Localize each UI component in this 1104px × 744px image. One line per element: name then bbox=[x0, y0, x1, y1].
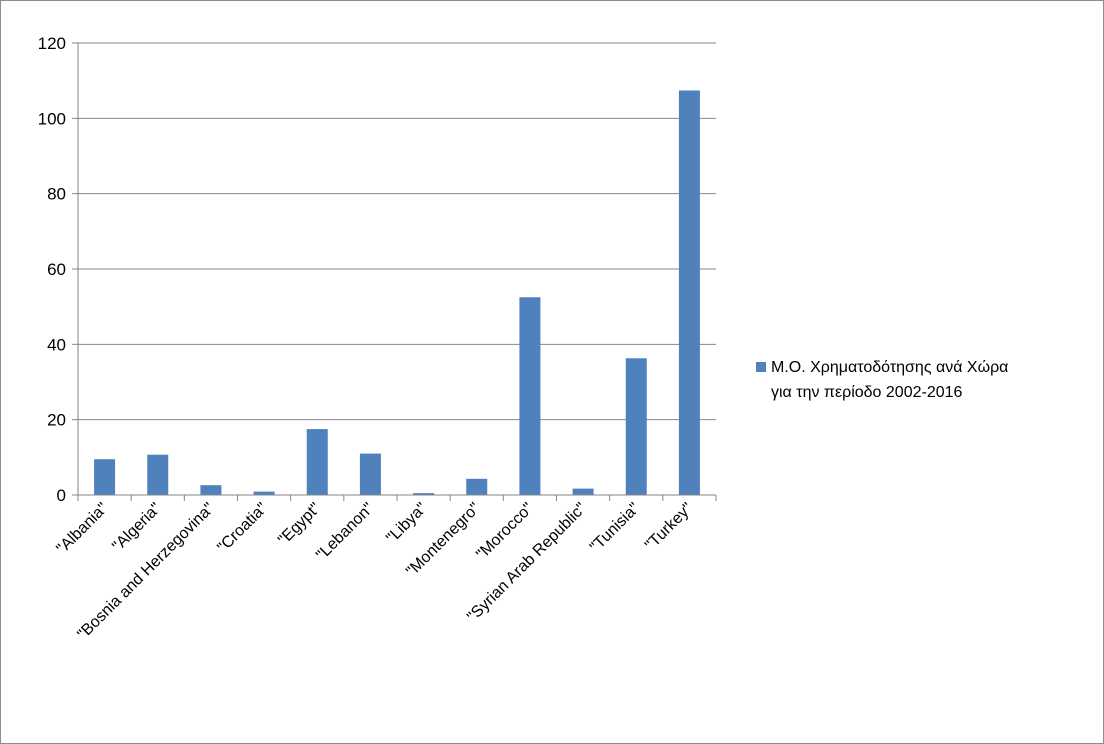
bar bbox=[200, 485, 222, 495]
y-tick-label: 60 bbox=[47, 260, 66, 279]
bar bbox=[306, 429, 328, 495]
bar bbox=[466, 478, 488, 495]
bar bbox=[519, 297, 541, 495]
x-tick-label: "Libya" bbox=[383, 500, 430, 547]
gridlines bbox=[72, 42, 717, 501]
x-tick-label: "Algeria" bbox=[109, 500, 164, 555]
y-tick-label: 80 bbox=[47, 185, 66, 204]
y-tick-label: 40 bbox=[47, 335, 66, 354]
y-tick-label: 120 bbox=[38, 34, 66, 53]
legend-swatch bbox=[756, 362, 766, 372]
bars bbox=[94, 90, 700, 496]
y-tick-label: 0 bbox=[57, 486, 66, 505]
y-axis-ticks: 0 20 40 60 80 100 120 bbox=[38, 34, 66, 505]
legend-label-line-2: για την περίοδο 2002-2016 bbox=[771, 384, 963, 401]
x-tick-label: "Tunisia" bbox=[587, 500, 643, 556]
axes bbox=[77, 43, 716, 496]
legend-label-line-1: Μ.Ο. Χρηματοδότησης ανά Χώρα bbox=[771, 359, 1008, 376]
bar bbox=[413, 493, 435, 495]
bar bbox=[678, 90, 700, 496]
bar bbox=[147, 454, 169, 495]
x-tick-label: "Turkey" bbox=[642, 500, 696, 554]
bar bbox=[359, 453, 381, 495]
x-tick-label: "Albania" bbox=[54, 500, 112, 558]
x-tick-label: "Lebanon" bbox=[313, 500, 377, 564]
bar bbox=[572, 488, 594, 495]
y-tick-label: 100 bbox=[38, 109, 66, 128]
x-axis-labels: "Albania""Algeria""Bosnia and Herzegovin… bbox=[54, 500, 697, 643]
bar bbox=[625, 358, 647, 495]
x-tick-label: "Croatia" bbox=[214, 500, 271, 557]
x-tick-label: "Egypt" bbox=[275, 500, 324, 549]
bar bbox=[94, 459, 116, 495]
bar bbox=[253, 491, 275, 495]
legend: Μ.Ο. Χρηματοδότησης ανά Χώρα για την περ… bbox=[756, 359, 1008, 401]
y-tick-label: 20 bbox=[47, 411, 66, 430]
